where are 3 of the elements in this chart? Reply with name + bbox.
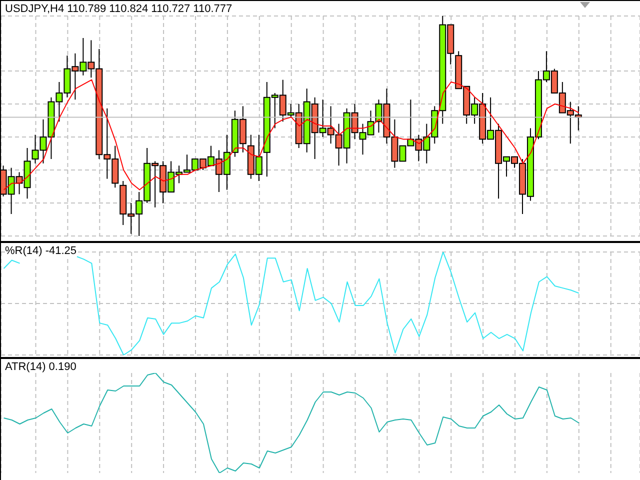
chart-title: USDJPY,H4 110.789 110.824 110.727 110.777 [5,3,232,15]
chart-title: %R(14) -41.25 [5,245,77,257]
chart-title: ATR(14) 0.190 [5,361,76,373]
